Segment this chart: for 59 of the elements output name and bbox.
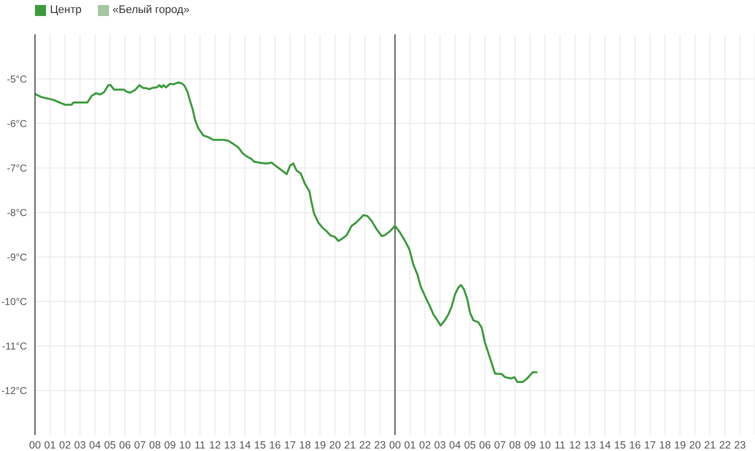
x-tick-label: 11: [194, 439, 206, 451]
x-tick-label: 14: [239, 439, 251, 451]
x-tick-label: 17: [644, 439, 656, 451]
x-tick-label: 21: [344, 439, 356, 451]
x-tick-label: 21: [704, 439, 716, 451]
x-tick-label: 17: [284, 439, 296, 451]
x-tick-label: 03: [74, 439, 86, 451]
x-tick-label: 10: [179, 439, 191, 451]
x-tick-label: 09: [524, 439, 536, 451]
y-tick-label: -10°C: [1, 297, 27, 308]
x-tick-label: 19: [314, 439, 326, 451]
y-tick-label: -5°C: [6, 74, 27, 86]
x-tick-label: 12: [209, 439, 221, 451]
y-tick-label: -12°C: [1, 386, 27, 398]
x-tick-label: 12: [569, 439, 581, 451]
x-tick-label: 04: [89, 439, 101, 451]
y-tick-label: -6°C: [6, 118, 27, 130]
x-tick-label: 07: [134, 439, 146, 451]
x-tick-label: 20: [329, 439, 341, 451]
x-tick-label: 02: [419, 439, 431, 451]
x-tick-label: 00: [29, 439, 41, 451]
x-tick-label: 13: [584, 439, 596, 451]
x-tick-label: 22: [359, 439, 371, 451]
x-tick-label: 10: [539, 439, 551, 451]
x-tick-label: 01: [404, 439, 416, 451]
x-tick-label: 23: [734, 439, 746, 451]
x-tick-label: 05: [104, 439, 116, 451]
x-tick-label: 06: [479, 439, 491, 451]
legend-label: Центр: [50, 4, 82, 16]
x-tick-label: 14: [599, 439, 611, 451]
x-tick-label: 07: [494, 439, 506, 451]
x-tick-label: 15: [614, 439, 626, 451]
x-tick-label: 05: [464, 439, 476, 451]
x-tick-label: 16: [269, 439, 281, 451]
x-tick-label: 15: [254, 439, 266, 451]
x-tick-label: 09: [164, 439, 176, 451]
y-tick-label: -7°C: [6, 163, 27, 174]
x-tick-label: 03: [434, 439, 446, 451]
x-tick-label: 08: [149, 439, 161, 451]
y-tick-label: -9°C: [6, 252, 27, 264]
x-tick-label: 19: [674, 439, 686, 451]
x-tick-label: 01: [44, 439, 56, 451]
x-tick-label: 04: [449, 439, 461, 451]
x-tick-label: 00: [389, 439, 401, 451]
x-tick-label: 22: [719, 439, 731, 451]
line-series: [35, 81, 538, 384]
x-tick-label: 11: [554, 439, 566, 451]
y-tick-label: -8°C: [6, 208, 27, 219]
x-tick-label: 08: [509, 439, 521, 451]
x-tick-label: 02: [59, 439, 71, 451]
x-tick-label: 20: [689, 439, 701, 451]
x-tick-label: 18: [299, 439, 311, 451]
x-tick-label: 13: [224, 439, 236, 451]
x-tick-label: 06: [119, 439, 131, 451]
x-tick-label: 16: [629, 439, 641, 451]
x-tick-label: 23: [374, 439, 386, 451]
x-tick-label: 18: [659, 439, 671, 451]
y-tick-label: -11°C: [2, 342, 27, 353]
legend-label: «Белый город»: [112, 4, 190, 16]
